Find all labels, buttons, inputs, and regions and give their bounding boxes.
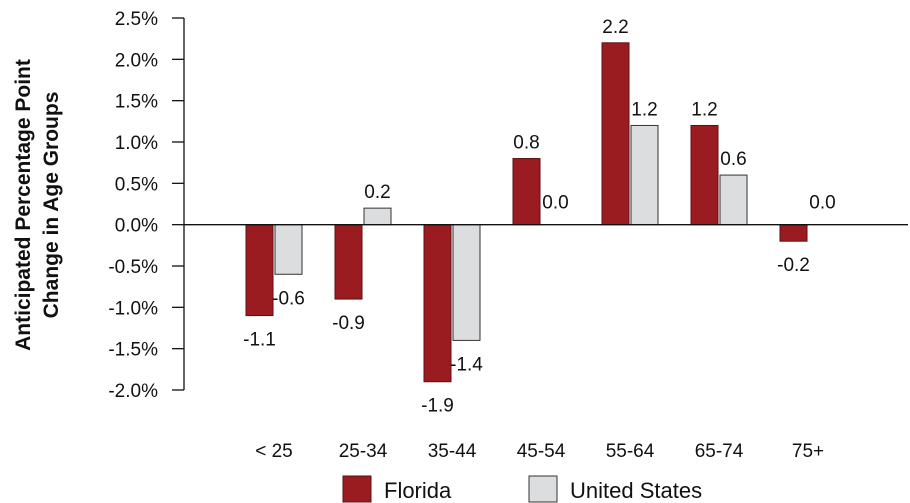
data-label-united-states: 0.0 bbox=[542, 193, 568, 214]
legend-swatch-florida bbox=[342, 475, 372, 503]
y-tick-label: -1.0% bbox=[108, 298, 158, 319]
legend-label-florida: Florida bbox=[384, 478, 452, 503]
bar-united-states bbox=[363, 207, 392, 226]
y-tick-label: -0.5% bbox=[108, 257, 158, 278]
data-label-united-states: -0.6 bbox=[272, 288, 305, 309]
y-tick-label: 0.0% bbox=[115, 216, 158, 237]
bar-florida bbox=[512, 158, 541, 226]
data-label-florida: 1.2 bbox=[691, 99, 717, 120]
bars: -1.1 -0.6 -0.9 0.2 -1.9 -1.4 0.8 0.0 2.2 1.2 1.2 0.… bbox=[184, 17, 908, 417]
data-label-united-states: 1.2 bbox=[631, 99, 657, 120]
bar-united-states bbox=[274, 224, 303, 275]
data-label-united-states: 0.6 bbox=[720, 149, 746, 170]
y-axis-title: Anticipated Percentage Point Change in Ag… bbox=[12, 59, 63, 351]
legend-label-united-states: United States bbox=[570, 478, 702, 503]
x-category-label: 35-44 bbox=[428, 441, 477, 462]
bar-united-states bbox=[452, 224, 481, 341]
data-label-florida: -1.1 bbox=[243, 330, 276, 351]
y-tick-label: -1.5% bbox=[108, 340, 158, 361]
y-tick-label: -2.0% bbox=[108, 381, 158, 402]
y-tick-label: 0.5% bbox=[115, 174, 158, 195]
y-axis-title-line: Anticipated Percentage Point bbox=[12, 59, 35, 351]
data-label-florida: 2.2 bbox=[602, 17, 628, 38]
legend-swatch-united-states bbox=[528, 475, 558, 503]
data-label-united-states: 0.0 bbox=[809, 193, 835, 214]
bar-florida bbox=[690, 124, 719, 226]
bar-florida bbox=[779, 224, 808, 242]
data-label-united-states: 0.2 bbox=[364, 182, 390, 203]
x-category-label: 75+ bbox=[792, 441, 824, 462]
data-label-florida: -0.2 bbox=[777, 255, 810, 276]
bar-united-states bbox=[630, 124, 659, 226]
x-category-label: 55-64 bbox=[606, 441, 655, 462]
legend: Florida United States bbox=[342, 475, 702, 503]
bar-florida bbox=[601, 42, 630, 226]
bar-florida bbox=[423, 224, 452, 383]
y-axis-title-line: Change in Age Groups bbox=[40, 92, 63, 319]
x-category-label: 45-54 bbox=[517, 441, 566, 462]
x-category-label: 65-74 bbox=[695, 441, 744, 462]
bar-united-states bbox=[719, 174, 748, 226]
data-label-florida: -0.9 bbox=[332, 313, 365, 334]
x-category-label: 25-34 bbox=[339, 441, 388, 462]
y-tick-label: 1.5% bbox=[115, 92, 158, 113]
y-tick-label: 2.5% bbox=[115, 9, 158, 30]
data-label-united-states: -1.4 bbox=[450, 354, 483, 375]
x-axis: < 25 25-34 35-44 45-54 55-64 65-74 75+ bbox=[255, 441, 824, 462]
x-category-label: < 25 bbox=[255, 441, 293, 462]
bar-florida bbox=[334, 224, 363, 300]
data-label-florida: 0.8 bbox=[513, 133, 539, 154]
data-label-florida: -1.9 bbox=[421, 396, 454, 417]
y-tick-label: 1.0% bbox=[115, 133, 158, 154]
y-axis: 2.5% 2.0% 1.5% 1.0% 0.5% 0.0% -0.5% -1.0% -1.5% -… bbox=[108, 9, 185, 402]
bar-florida bbox=[245, 224, 274, 317]
y-tick-label: 2.0% bbox=[115, 50, 158, 71]
